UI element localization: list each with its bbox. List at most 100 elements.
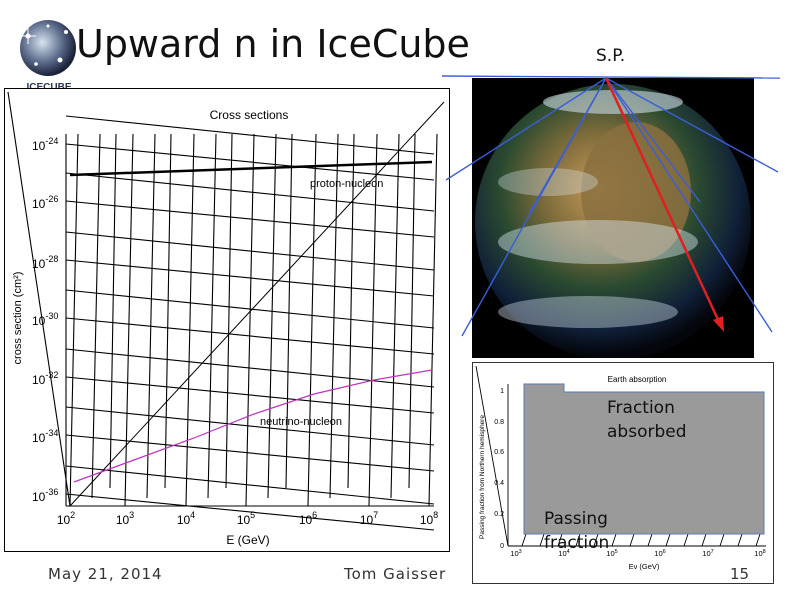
grid-line-v	[307, 133, 317, 507]
x-tick-label: 105	[237, 510, 255, 527]
grid-line-v	[347, 133, 355, 489]
grid-line-h	[65, 200, 435, 238]
south-pole-label: S.P.	[596, 46, 626, 66]
grid-line-h	[65, 231, 435, 271]
grid-line-v	[665, 533, 671, 547]
footer-author: Tom Gaisser	[344, 565, 447, 583]
grid-line-h	[65, 493, 435, 531]
grid-line-v	[185, 133, 195, 507]
grid-line-h	[65, 172, 435, 212]
detector-beams	[445, 77, 779, 337]
x-tick-label: 102	[57, 510, 75, 527]
fraction-absorbed-label: Fraction absorbed	[607, 396, 727, 444]
x-tick-label: 104	[558, 549, 569, 558]
beam-line	[445, 77, 607, 181]
grid-line-v	[719, 533, 725, 547]
cloud-band-3	[498, 296, 678, 328]
icecube-logo: ICECUBE	[20, 20, 76, 93]
axis-skew-left	[475, 365, 509, 547]
grid-line-h	[65, 434, 435, 472]
grid-line-v	[539, 533, 545, 547]
skewed-grid	[475, 365, 766, 547]
absorbed-fraction-box	[523, 383, 765, 535]
grid-line-h	[65, 115, 435, 155]
y-axis-label: cross section (cm²)	[12, 272, 24, 365]
neutrino-label: neutrino-nucleon	[260, 416, 342, 428]
x-tick-label: 108	[420, 510, 438, 527]
grid-line-v	[521, 533, 527, 547]
y-tick-label: 10-36	[32, 487, 58, 504]
grid-line-v	[629, 533, 635, 547]
grid-line-v	[207, 133, 217, 499]
y-tick-label: 0.6	[494, 449, 504, 456]
grid-line-v	[701, 533, 707, 547]
y-tick-label: 10-26	[32, 194, 58, 211]
grid-line-v	[267, 133, 277, 499]
grid-line-v	[408, 133, 416, 489]
grid-line-v	[593, 533, 599, 547]
grid-line-v	[285, 133, 293, 489]
neutrino-curve	[73, 369, 433, 483]
y-tick-label: 1	[500, 388, 504, 395]
chart-frame	[4, 88, 450, 552]
grid-line-v	[164, 133, 172, 489]
proton-label: proton-nucleon	[310, 178, 383, 190]
cross-section-chart: Cross sections 10-24 10-26 10-28 10-30 10-32…	[4, 88, 450, 552]
proton-curve	[69, 160, 433, 177]
passing-fraction-line-1: Passing	[544, 509, 608, 529]
grid-line-v	[69, 133, 79, 507]
y-tick-label: 0.4	[494, 480, 504, 487]
grid-line-v	[611, 533, 617, 547]
y-tick-label: 0.8	[494, 419, 504, 426]
grid-line-v	[329, 133, 339, 499]
grid-line-v	[91, 133, 101, 499]
x-tick-label: 107	[702, 549, 713, 558]
x-axis-label: E (GeV)	[226, 533, 269, 547]
slide-title: Upward n in IceCube	[76, 22, 470, 66]
africa-landmass	[581, 122, 691, 262]
grid-line-v	[737, 533, 743, 547]
grid-line-h	[65, 259, 435, 297]
grid-line-v	[368, 133, 378, 507]
cloud-band	[498, 220, 698, 264]
grid-line-v	[124, 133, 134, 507]
y-tick-labels: 10-24 10-26 10-28 10-30 10-32 10-34 10-36	[32, 136, 58, 504]
fraction-absorbed-line-1: Fraction	[607, 398, 675, 418]
earth-absorption-chart: Earth absorption 00.20.40.60.81 103 104 10…	[472, 362, 774, 584]
earth-globe-figure	[441, 75, 781, 358]
grid-line-h	[65, 465, 435, 505]
passing-fraction-label: Passing fraction	[544, 507, 644, 555]
grid-line-v	[245, 133, 255, 507]
x-tick-label: 107	[360, 510, 378, 527]
upgoing-arrow-shaft	[604, 77, 722, 325]
chart-title: Earth absorption	[608, 375, 667, 384]
diagonal-line	[69, 101, 445, 507]
grid-line-v	[683, 533, 689, 547]
logo-sparkles	[25, 24, 68, 66]
beam-line	[605, 77, 779, 173]
grid-line-v	[225, 133, 233, 489]
chart-title: Cross sections	[210, 108, 289, 122]
grid-line-v	[755, 533, 761, 547]
y-tick-label: 0.2	[494, 511, 504, 518]
x-tick-labels: 103 104 105 106 107 108	[510, 549, 765, 558]
grid-line-v	[146, 133, 156, 499]
y-tick-label: 10-32	[32, 370, 58, 387]
y-tick-labels: 0 0.2 0.4 0.6 0.8 1	[494, 388, 504, 550]
diagonal	[69, 101, 445, 507]
x-axis-label: Eν (GeV)	[629, 562, 660, 571]
x-tick-label: 104	[177, 510, 195, 527]
fraction-absorbed-line-2: absorbed	[607, 422, 687, 442]
beam-line	[605, 77, 773, 333]
beam-line	[529, 77, 607, 213]
x-tick-label: 106	[299, 510, 317, 527]
beam-line	[605, 77, 701, 203]
grid-line-v	[428, 133, 438, 507]
y-tick-label: 10-28	[32, 254, 58, 271]
y-tick-label: 10-24	[32, 136, 58, 153]
grid-line-v	[647, 533, 653, 547]
x-tick-label: 103	[116, 510, 134, 527]
grid-line-v	[575, 533, 581, 547]
x-tick-label: 106	[654, 549, 665, 558]
y-tick-label: 10-34	[32, 428, 58, 445]
